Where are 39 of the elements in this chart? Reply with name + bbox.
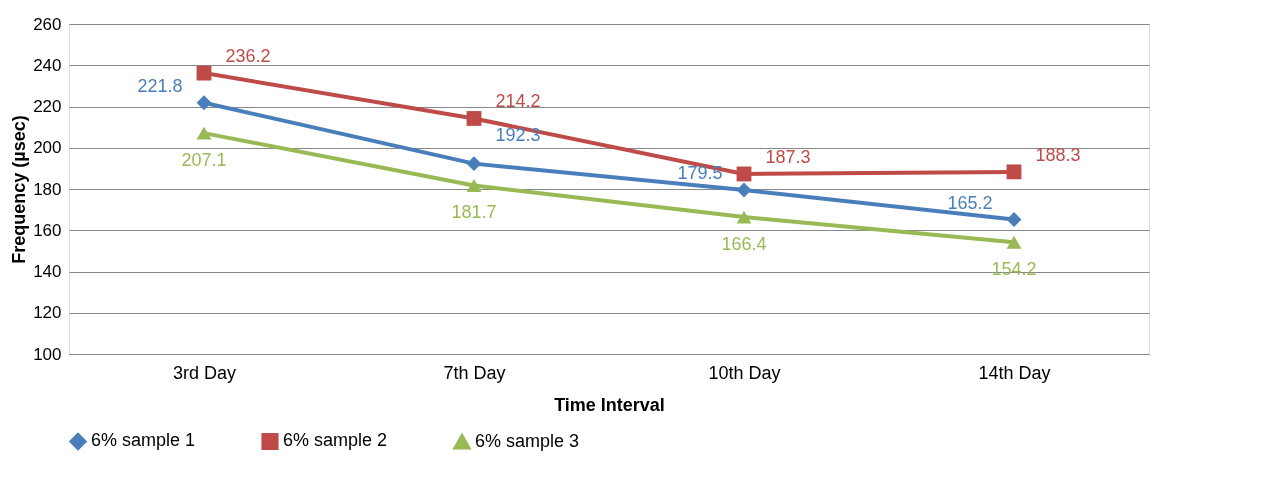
data-label: 214.2 [495, 91, 541, 112]
data-label: 207.1 [181, 150, 227, 171]
y-axis-title: Frequency (µsec) [9, 115, 30, 264]
data-label: 188.3 [1035, 144, 1081, 165]
point [196, 65, 212, 81]
y-tick-label: 180 [33, 179, 62, 199]
y-tick-label: 260 [33, 14, 62, 34]
data-label: 192.3 [495, 124, 541, 145]
y-tick-label: 200 [33, 138, 62, 158]
point [1006, 235, 1022, 249]
point [466, 179, 482, 192]
x-tick-label: 10th Day [708, 362, 781, 383]
y-tick-label: 160 [33, 220, 62, 240]
data-label: 187.3 [765, 146, 811, 167]
point [466, 111, 482, 126]
y-tick-label: 220 [33, 97, 62, 116]
data-label: 221.8 [137, 75, 183, 96]
point [736, 210, 752, 224]
data-label: 181.7 [451, 202, 497, 223]
point [736, 182, 752, 198]
x-axis-title: Time Interval [554, 394, 665, 415]
y-tick-label: 240 [33, 55, 62, 75]
legend-label: 6% sample 2 [283, 430, 388, 451]
x-tick-label: 7th Day [443, 362, 506, 383]
point [1006, 164, 1022, 180]
x-tick-label: 14th Day [978, 362, 1051, 383]
data-label: 236.2 [225, 46, 271, 67]
legend-label: 6% sample 1 [91, 430, 196, 451]
y-tick-label: 140 [33, 262, 62, 281]
y-tick-label: 120 [33, 303, 62, 323]
y-tick-label: 100 [33, 344, 62, 364]
data-label: 179.5 [677, 163, 723, 184]
point [196, 126, 212, 140]
point [466, 156, 482, 172]
legend-label: 6% sample 3 [475, 430, 580, 451]
data-label: 165.2 [947, 192, 993, 213]
x-tick-label: 3rd Day [172, 362, 237, 383]
point [196, 95, 212, 111]
data-label: 166.4 [721, 234, 767, 255]
